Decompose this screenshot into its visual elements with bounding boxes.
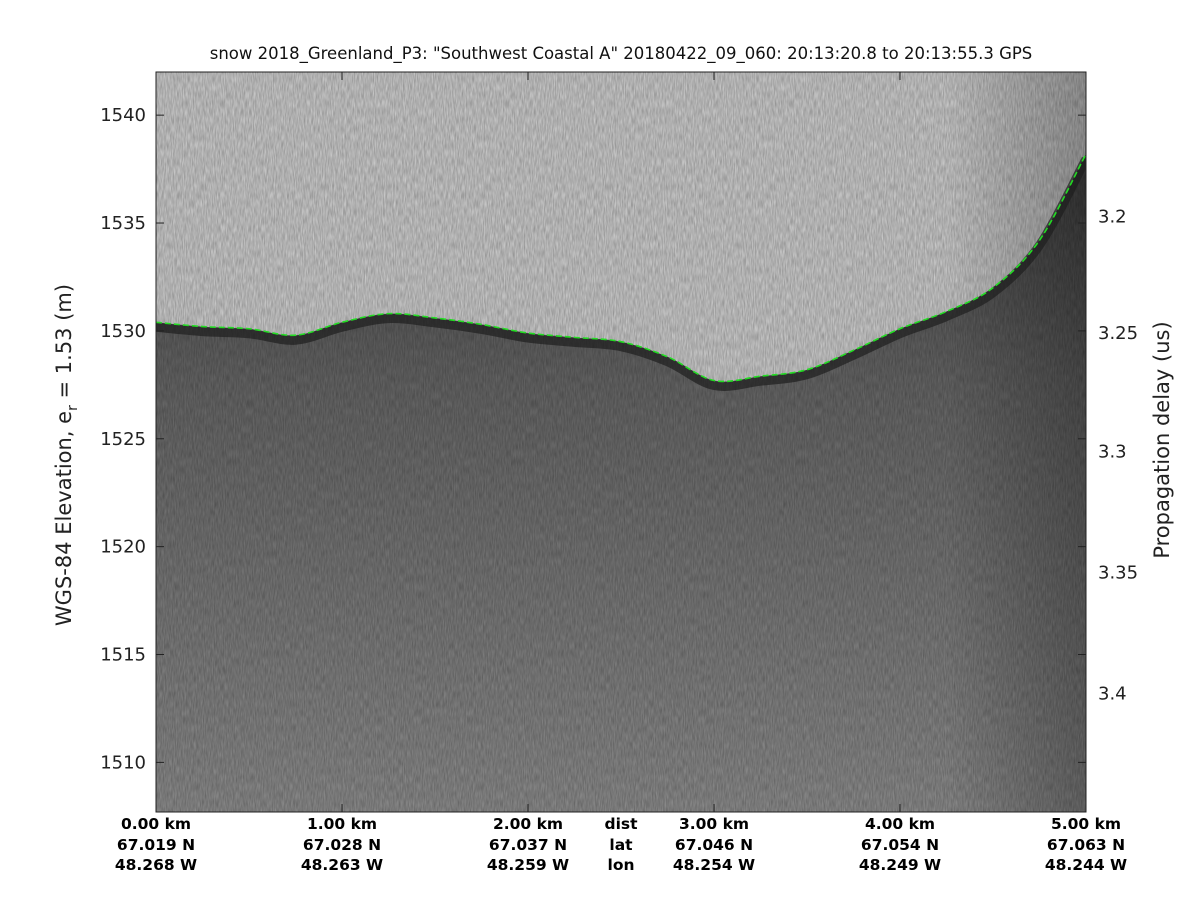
bottom-lon-label: 48.254 W <box>673 856 755 874</box>
bottom-axis: 0.00 km 67.019 N 48.268 W 1.00 km 67.028 N 48… <box>115 72 1127 874</box>
plot-frame <box>155 71 1087 813</box>
row-label-dist: dist <box>604 815 638 833</box>
left-tick-label: 1510 <box>100 752 146 773</box>
right-tick-label: 3.25 <box>1098 323 1138 344</box>
right-axis-label: Propagation delay (us) <box>1150 321 1174 558</box>
left-tick-label: 1535 <box>100 213 146 234</box>
bottom-dist-label: 3.00 km <box>679 815 749 833</box>
left-tick-label: 1530 <box>100 321 146 342</box>
bottom-lon-label: 48.249 W <box>859 856 941 874</box>
bottom-lon-label: 48.244 W <box>1045 856 1127 874</box>
row-label-lat: lat <box>609 836 633 854</box>
left-tick-label: 1525 <box>100 429 146 450</box>
bottom-dist-label: 1.00 km <box>307 815 377 833</box>
bottom-lat-label: 67.046 N <box>675 836 753 854</box>
right-edge-shading <box>156 72 1086 812</box>
right-tick-label: 3.3 <box>1098 442 1127 463</box>
bottom-lat-label: 67.037 N <box>489 836 567 854</box>
right-tick-label: 3.35 <box>1098 563 1138 584</box>
row-label-lon: lon <box>608 856 635 874</box>
right-tick-label: 3.4 <box>1098 683 1127 704</box>
left-tick-label: 1520 <box>100 537 146 558</box>
right-axis: 3.2 3.25 3.3 3.35 3.4 <box>1098 207 1138 705</box>
echogram-image <box>156 72 1086 812</box>
left-axis: 1510 1515 1520 1525 1530 1535 1540 <box>100 105 1086 773</box>
chart-title: snow 2018_Greenland_P3: "Southwest Coast… <box>210 44 1033 64</box>
bottom-dist-label: 0.00 km <box>121 815 191 833</box>
bottom-lat-label: 67.028 N <box>303 836 381 854</box>
left-axis-label: WGS-84 Elevation, er = 1.53 (m) <box>52 284 81 626</box>
bottom-lat-label: 67.019 N <box>117 836 195 854</box>
bottom-lat-label: 67.063 N <box>1047 836 1125 854</box>
bottom-lon-label: 48.268 W <box>115 856 197 874</box>
bottom-dist-label: 4.00 km <box>865 815 935 833</box>
bottom-dist-label: 5.00 km <box>1051 815 1121 833</box>
right-tick-label: 3.2 <box>1098 207 1127 228</box>
bottom-dist-label: 2.00 km <box>493 815 563 833</box>
surface-return-band <box>156 156 1086 391</box>
surface-pick-line <box>156 153 1086 383</box>
bottom-lat-label: 67.054 N <box>861 836 939 854</box>
left-tick-label: 1540 <box>100 105 146 126</box>
bottom-lon-label: 48.263 W <box>301 856 383 874</box>
bottom-lon-label: 48.259 W <box>487 856 569 874</box>
left-tick-label: 1515 <box>100 645 146 666</box>
